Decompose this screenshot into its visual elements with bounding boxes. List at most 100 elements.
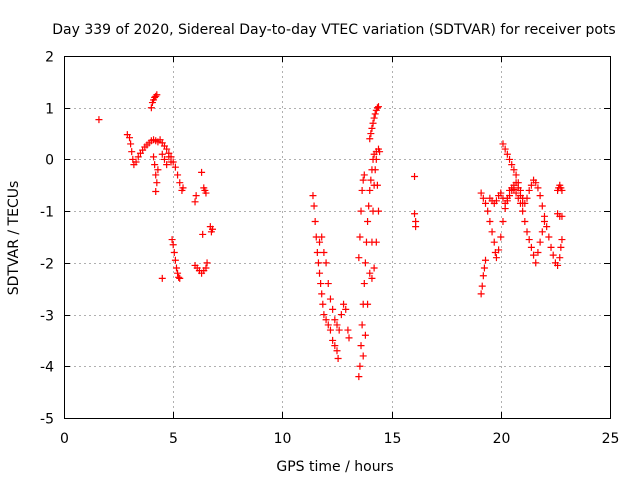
- data-point-plus-marker: [310, 202, 318, 210]
- data-point-plus-marker: [163, 145, 171, 153]
- data-point-plus-marker: [209, 225, 217, 233]
- data-point-plus-marker: [360, 171, 368, 179]
- data-point-plus-marker: [366, 269, 374, 277]
- data-point-plus-marker: [527, 181, 535, 189]
- data-point-plus-marker: [512, 189, 520, 197]
- data-point-plus-marker: [365, 202, 373, 210]
- data-point-plus-marker: [373, 181, 381, 189]
- data-point-plus-marker: [366, 186, 374, 194]
- data-point-plus-marker: [153, 179, 161, 187]
- data-point-plus-marker: [478, 282, 486, 290]
- x-tick-label: 5: [169, 431, 178, 447]
- data-point-plus-marker: [374, 207, 382, 215]
- data-point-plus-marker: [128, 148, 136, 156]
- data-point-plus-marker: [320, 311, 328, 319]
- data-point-plus-marker: [374, 103, 382, 111]
- x-axis-label: GPS time / hours: [276, 459, 393, 475]
- data-point-plus-marker: [202, 189, 210, 197]
- data-point-plus-marker: [150, 153, 158, 161]
- data-point-plus-marker: [361, 331, 369, 339]
- data-point-plus-marker: [479, 272, 487, 280]
- data-point-plus-marker: [358, 186, 366, 194]
- data-point-plus-marker: [151, 161, 159, 169]
- y-tick-label: -1: [40, 205, 54, 221]
- data-point-plus-marker: [175, 273, 183, 281]
- y-tick-label: -3: [40, 309, 54, 325]
- data-point-plus-marker: [534, 184, 542, 192]
- data-point-plus-marker: [536, 192, 544, 200]
- data-point-plus-marker: [322, 259, 330, 267]
- data-point-plus-marker: [512, 179, 520, 187]
- data-point-plus-marker: [492, 254, 500, 262]
- data-point-plus-marker: [345, 334, 353, 342]
- data-point-plus-marker: [547, 243, 555, 251]
- data-point-plus-marker: [519, 199, 527, 207]
- data-point-plus-marker: [313, 249, 321, 257]
- data-point-plus-marker: [506, 155, 514, 163]
- data-points: [95, 91, 566, 381]
- chart-title: Day 339 of 2020, Sidereal Day-to-day VTE…: [52, 22, 615, 38]
- data-point-plus-marker: [411, 210, 419, 218]
- data-point-plus-marker: [497, 233, 505, 241]
- data-point-plus-marker: [126, 134, 134, 142]
- data-point-plus-marker: [532, 179, 540, 187]
- data-point-plus-marker: [174, 269, 182, 277]
- data-point-plus-marker: [364, 217, 372, 225]
- data-point-plus-marker: [318, 233, 326, 241]
- data-point-plus-marker: [411, 172, 419, 180]
- data-point-plus-marker: [514, 184, 522, 192]
- data-point-plus-marker: [344, 326, 352, 334]
- data-point-plus-marker: [127, 140, 135, 148]
- data-point-plus-marker: [484, 207, 492, 215]
- data-point-plus-marker: [370, 114, 378, 122]
- data-point-plus-marker: [169, 241, 177, 249]
- y-tick-label: 0: [45, 153, 54, 169]
- data-point-plus-marker: [479, 194, 487, 202]
- data-point-plus-marker: [95, 116, 103, 124]
- data-point-plus-marker: [319, 300, 327, 308]
- data-point-plus-marker: [370, 264, 378, 272]
- y-axis-label: SDTVAR / TECUs: [6, 181, 22, 296]
- data-point-plus-marker: [530, 251, 538, 259]
- data-point-plus-marker: [558, 212, 566, 220]
- data-point-plus-marker: [203, 259, 211, 267]
- data-point-plus-marker: [331, 342, 339, 350]
- data-point-plus-marker: [167, 158, 175, 166]
- data-point-plus-marker: [554, 261, 562, 269]
- data-point-plus-marker: [366, 135, 374, 143]
- axis-ticks: 0 5 10 15 20 25 -5 -4 -3 -2 -1 0 1 2: [40, 50, 619, 448]
- data-point-plus-marker: [499, 194, 507, 202]
- data-point-plus-marker: [373, 104, 381, 112]
- data-point-plus-marker: [165, 153, 173, 161]
- data-point-plus-marker: [355, 373, 363, 381]
- data-point-plus-marker: [322, 316, 330, 324]
- data-point-plus-marker: [359, 176, 367, 184]
- data-point-plus-marker: [170, 249, 178, 257]
- data-point-plus-marker: [499, 217, 507, 225]
- y-tick-label: -5: [40, 412, 54, 428]
- data-point-plus-marker: [512, 171, 520, 179]
- data-point-plus-marker: [482, 199, 490, 207]
- data-point-plus-marker: [317, 280, 325, 288]
- x-tick-label: 25: [602, 431, 620, 447]
- data-point-plus-marker: [358, 321, 366, 329]
- y-tick-label: -2: [40, 257, 54, 273]
- data-point-plus-marker: [482, 256, 490, 264]
- data-point-plus-marker: [477, 189, 485, 197]
- data-point-plus-marker: [179, 184, 187, 192]
- data-point-plus-marker: [503, 150, 511, 158]
- data-point-plus-marker: [361, 259, 369, 267]
- data-point-plus-marker: [331, 316, 339, 324]
- data-point-plus-marker: [521, 217, 529, 225]
- data-point-plus-marker: [311, 217, 319, 225]
- data-point-plus-marker: [314, 259, 322, 267]
- data-point-plus-marker: [168, 236, 176, 244]
- data-point-plus-marker: [342, 305, 350, 313]
- data-point-plus-marker: [412, 223, 420, 231]
- data-point-plus-marker: [536, 238, 544, 246]
- data-point-plus-marker: [492, 197, 500, 205]
- data-point-plus-marker: [152, 171, 160, 179]
- data-point-plus-marker: [202, 264, 210, 272]
- data-point-plus-marker: [495, 246, 503, 254]
